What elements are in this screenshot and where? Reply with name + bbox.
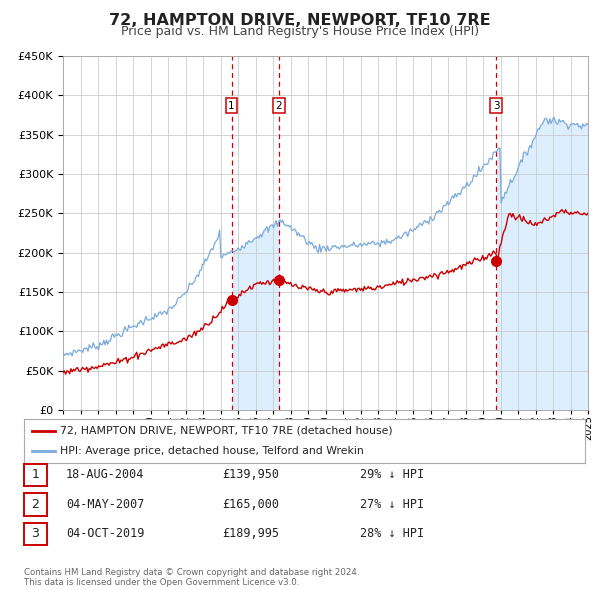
Text: £139,950: £139,950 (222, 468, 279, 481)
Text: Price paid vs. HM Land Registry's House Price Index (HPI): Price paid vs. HM Land Registry's House … (121, 25, 479, 38)
Text: 04-OCT-2019: 04-OCT-2019 (66, 527, 145, 540)
Text: £189,995: £189,995 (222, 527, 279, 540)
Text: 1: 1 (228, 101, 235, 110)
Text: 18-AUG-2004: 18-AUG-2004 (66, 468, 145, 481)
Text: Contains HM Land Registry data © Crown copyright and database right 2024.
This d: Contains HM Land Registry data © Crown c… (24, 568, 359, 587)
Text: 2: 2 (275, 101, 282, 110)
Text: 28% ↓ HPI: 28% ↓ HPI (360, 527, 424, 540)
Text: 3: 3 (31, 527, 40, 540)
Text: 27% ↓ HPI: 27% ↓ HPI (360, 498, 424, 511)
Text: 72, HAMPTON DRIVE, NEWPORT, TF10 7RE: 72, HAMPTON DRIVE, NEWPORT, TF10 7RE (109, 13, 491, 28)
Text: 04-MAY-2007: 04-MAY-2007 (66, 498, 145, 511)
Text: 2: 2 (31, 498, 40, 511)
Text: 3: 3 (493, 101, 499, 110)
Text: £165,000: £165,000 (222, 498, 279, 511)
Text: 1: 1 (31, 468, 40, 481)
Text: 72, HAMPTON DRIVE, NEWPORT, TF10 7RE (detached house): 72, HAMPTON DRIVE, NEWPORT, TF10 7RE (de… (61, 426, 393, 436)
Text: HPI: Average price, detached house, Telford and Wrekin: HPI: Average price, detached house, Telf… (61, 446, 364, 456)
Text: 29% ↓ HPI: 29% ↓ HPI (360, 468, 424, 481)
